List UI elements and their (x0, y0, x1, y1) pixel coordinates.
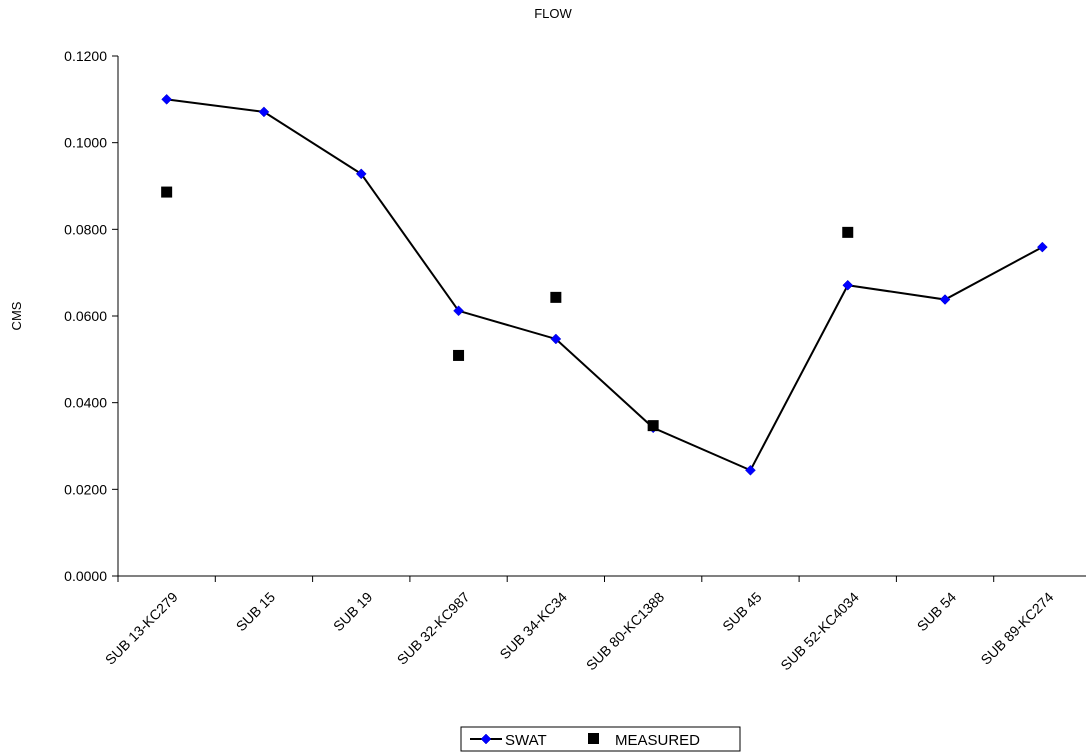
x-category-label: SUB 54 (914, 589, 960, 635)
swat-data-point (161, 93, 173, 105)
y-tick-label: 0.0400 (64, 395, 107, 411)
x-category-label: SUB 15 (233, 589, 279, 635)
chart-title: FLOW (534, 6, 572, 21)
x-category-label: SUB 19 (330, 589, 376, 635)
y-axis-label: CMS (9, 301, 24, 330)
measured-data-point (647, 420, 659, 432)
axes (117, 56, 1086, 577)
legend-box (460, 726, 741, 752)
legend-measured-label: MEASURED (615, 732, 700, 749)
x-category-label: SUB 89-KC274 (977, 589, 1056, 668)
measured-data-point (550, 291, 562, 303)
swat-data-point (258, 106, 270, 118)
measured-data-point (161, 186, 173, 198)
swat-data-point (453, 305, 464, 317)
x-category-label: SUB 32-KC987 (394, 589, 473, 668)
y-tick-label: 0.1200 (64, 48, 107, 64)
swat-data-point (550, 333, 562, 345)
swat-data-point (939, 294, 951, 305)
x-category-label: SUB 52-KC4034 (777, 589, 862, 674)
y-tick-label: 0.1000 (64, 135, 107, 151)
y-tick-label: 0.0600 (64, 308, 107, 324)
y-tick-label: 0.0800 (64, 221, 107, 237)
x-category-label: SUB 13-KC279 (102, 589, 181, 668)
legend-swat-diamond-icon (480, 733, 492, 745)
y-tick-label: 0.0000 (64, 568, 107, 584)
swat-data-point (355, 168, 367, 180)
legend: SWAT MEASURED (460, 726, 741, 752)
legend-measured-square-icon (588, 733, 599, 744)
y-axis-ticks: 0.0000 0.0200 0.0400 0.0600 0.0800 0.1000 0.12… (64, 48, 118, 584)
series-layer (161, 93, 1048, 476)
measured-data-point (453, 349, 465, 361)
swat-data-point (1036, 241, 1048, 253)
x-category-label: SUB 45 (719, 589, 765, 635)
x-axis-ticks: SUB 13-KC279 SUB 15 SUB 19 SUB 32-KC987 SUB … (102, 576, 1057, 674)
y-tick-label: 0.0200 (64, 481, 107, 497)
legend-swat-label: SWAT (505, 732, 547, 749)
x-category-label: SUB 80-KC1388 (583, 589, 668, 674)
measured-data-point (842, 226, 854, 238)
swat-data-point (842, 279, 854, 291)
swat-series-line (166, 98, 1043, 472)
swat-data-point (745, 464, 756, 476)
x-category-label: SUB 34-KC34 (496, 589, 570, 663)
